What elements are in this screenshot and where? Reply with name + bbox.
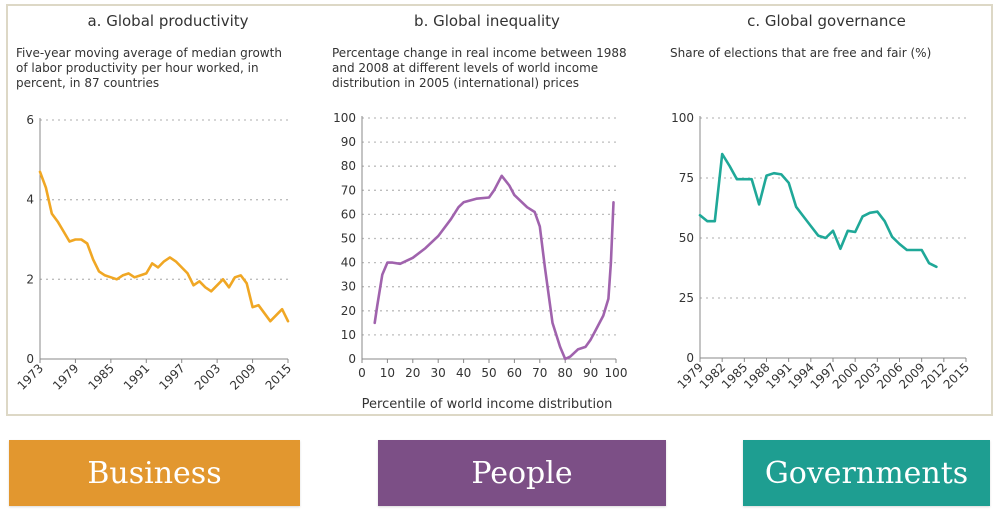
inequality-chart-title: b. Global inequality (414, 12, 560, 30)
inequality-x-axis-label: Percentile of world income distribution (361, 397, 613, 412)
x-tick-label: 1991 (121, 361, 152, 392)
productivity-line-chart: 0 2 4 6 1973 1979 1985 1991 1997 2003 2009 2015 (15, 113, 294, 393)
y-tick-label: 50 (679, 231, 694, 245)
y-tick-label: 90 (341, 135, 356, 149)
y-tick-label: 2 (26, 272, 34, 286)
y-tick-label: 60 (341, 207, 356, 221)
productivity-chart-subtitle: Five-year moving average of median growt… (16, 46, 282, 90)
series-line (38, 170, 290, 323)
x-tick-label: 1979 (50, 361, 81, 392)
x-tick-label: 100 (605, 366, 628, 380)
y-tick-label: 6 (26, 113, 34, 127)
x-tick-label: 60 (507, 366, 522, 380)
y-tick-label: 30 (341, 280, 356, 294)
inequality-chart-subtitle: Percentage change in real income between… (332, 46, 627, 90)
series-line (373, 174, 615, 361)
people-button[interactable]: People (378, 440, 666, 506)
x-tick-label: 90 (583, 366, 598, 380)
y-tick-label: 100 (333, 111, 356, 125)
y-tick-label: 20 (341, 304, 356, 318)
business-button[interactable]: Business (9, 440, 300, 506)
governance-chart-subtitle: Share of elections that are free and fai… (670, 46, 932, 60)
productivity-panel: a. Global productivity Five-year moving … (10, 6, 326, 414)
x-tick-label: 50 (481, 366, 496, 380)
x-tick-label: 40 (456, 366, 471, 380)
x-tick-label: 2003 (192, 361, 223, 392)
x-tick-label: 0 (358, 366, 366, 380)
x-tick-label: 30 (431, 366, 446, 380)
charts-frame: a. Global productivity Five-year moving … (6, 4, 993, 416)
y-tick-label: 0 (26, 352, 34, 366)
y-tick-label: 50 (341, 232, 356, 246)
x-tick-label: 1985 (85, 361, 116, 392)
x-tick-label: 80 (558, 366, 573, 380)
y-tick-label: 70 (341, 183, 356, 197)
y-tick-label: 100 (671, 111, 694, 125)
y-tick-label: 0 (348, 352, 356, 366)
y-tick-label: 4 (26, 193, 34, 207)
inequality-panel: b. Global inequality Percentage change i… (326, 6, 648, 414)
x-tick-label: 20 (405, 366, 420, 380)
y-tick-label: 75 (679, 171, 694, 185)
productivity-chart-title: a. Global productivity (87, 12, 249, 30)
series-line (698, 152, 938, 269)
x-tick-label: 70 (532, 366, 547, 380)
governance-chart-title: c. Global governance (747, 12, 906, 30)
y-tick-label: 80 (341, 159, 356, 173)
x-tick-label: 1973 (15, 361, 46, 392)
inequality-line-chart: 0 10 20 30 40 50 60 70 80 90 100 0 10 20 30 40 50 60 70 80 9… (333, 111, 628, 380)
governance-line-chart: 0255075100197919821985198819911994199720… (671, 111, 972, 392)
y-tick-label: 0 (686, 351, 694, 365)
x-tick-label: 2009 (227, 361, 258, 392)
y-tick-label: 40 (341, 256, 356, 270)
governance-panel: c. Global governance Share of elections … (664, 6, 989, 414)
x-tick-label: 2015 (941, 360, 972, 391)
x-tick-label: 2015 (263, 361, 294, 392)
governments-button[interactable]: Governments (743, 440, 990, 506)
x-tick-label: 10 (380, 366, 395, 380)
x-tick-label: 1997 (156, 361, 187, 392)
y-tick-label: 10 (341, 328, 356, 342)
y-tick-label: 25 (679, 291, 694, 305)
